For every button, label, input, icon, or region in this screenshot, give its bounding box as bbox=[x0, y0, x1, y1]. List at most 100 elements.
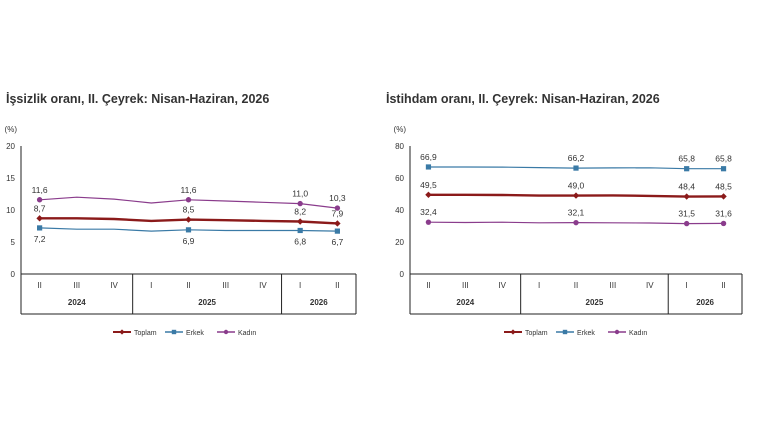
data-label: 11,6 bbox=[32, 185, 48, 195]
year-group-label: 2025 bbox=[586, 298, 604, 307]
legend-label: Kadın bbox=[629, 330, 647, 337]
x-tick-label: II bbox=[721, 281, 725, 290]
data-label: 49,0 bbox=[568, 181, 585, 191]
y-tick-label: 0 bbox=[11, 270, 16, 279]
data-point bbox=[334, 220, 341, 227]
y-tick-label: 80 bbox=[395, 142, 404, 151]
data-label: 11,0 bbox=[292, 189, 308, 199]
employment-chart: İstihdam oranı, II. Çeyrek: Nisan-Hazira… bbox=[382, 88, 752, 338]
data-label: 6,7 bbox=[331, 237, 343, 247]
legend-label: Erkek bbox=[186, 330, 204, 337]
data-point bbox=[334, 228, 340, 234]
y-tick-label: 10 bbox=[6, 206, 15, 215]
year-group-label: 2026 bbox=[696, 298, 714, 307]
employment-chart-title: İstihdam oranı, II. Çeyrek: Nisan-Hazira… bbox=[386, 92, 660, 106]
y-tick-label: 20 bbox=[6, 142, 15, 151]
data-point bbox=[573, 165, 579, 171]
legend-label: Toplam bbox=[134, 330, 157, 337]
x-tick-label: III bbox=[610, 281, 617, 290]
legend-label: Erkek bbox=[577, 330, 595, 337]
year-group-label: 2024 bbox=[68, 298, 86, 307]
x-tick-label: IV bbox=[498, 281, 506, 290]
data-label: 11,6 bbox=[181, 185, 197, 195]
y-tick-label: 40 bbox=[395, 206, 404, 215]
x-tick-label: III bbox=[462, 281, 469, 290]
data-point bbox=[297, 227, 303, 234]
legend-marker bbox=[562, 329, 568, 335]
data-point bbox=[573, 219, 579, 226]
data-label: 7,9 bbox=[331, 208, 343, 218]
data-point bbox=[683, 193, 690, 200]
x-tick-label: I bbox=[538, 281, 540, 290]
data-label: 8,7 bbox=[34, 203, 46, 213]
data-point bbox=[425, 219, 432, 225]
data-point bbox=[683, 220, 690, 227]
unemployment-chart: İşsizlik oranı, II. Çeyrek: Nisan-Hazira… bbox=[2, 88, 372, 338]
data-point bbox=[572, 192, 580, 199]
x-tick-label: I bbox=[686, 281, 688, 290]
data-label: 48,4 bbox=[678, 182, 695, 192]
data-label: 32,4 bbox=[420, 207, 437, 217]
data-point bbox=[296, 218, 304, 225]
y-tick-label: 0 bbox=[400, 270, 405, 279]
legend-label: Toplam bbox=[525, 330, 548, 337]
y-unit-label: (%) bbox=[394, 125, 407, 134]
y-tick-label: 5 bbox=[11, 238, 16, 247]
x-tick-label: II bbox=[574, 281, 578, 290]
year-group-label: 2024 bbox=[456, 298, 474, 307]
data-point bbox=[684, 166, 690, 172]
data-label: 8,2 bbox=[294, 207, 306, 217]
data-label: 8,5 bbox=[183, 205, 195, 215]
y-tick-label: 60 bbox=[395, 174, 404, 183]
data-point bbox=[425, 191, 432, 198]
data-label: 10,3 bbox=[329, 193, 346, 203]
x-tick-label: III bbox=[73, 281, 80, 290]
legend-marker bbox=[223, 329, 229, 335]
data-point bbox=[185, 227, 192, 233]
data-label: 66,2 bbox=[568, 153, 585, 163]
x-tick-label: IV bbox=[259, 281, 267, 290]
data-label: 65,8 bbox=[715, 154, 732, 164]
x-tick-label: II bbox=[186, 281, 190, 290]
data-label: 6,8 bbox=[294, 236, 306, 246]
data-point bbox=[36, 215, 43, 222]
data-point bbox=[37, 225, 43, 231]
x-tick-label: IV bbox=[646, 281, 654, 290]
data-point bbox=[720, 166, 727, 172]
legend-label: Kadın bbox=[238, 330, 256, 337]
data-point bbox=[425, 164, 432, 170]
data-label: 31,6 bbox=[715, 208, 732, 218]
data-point bbox=[36, 197, 43, 203]
x-tick-label: III bbox=[222, 281, 229, 290]
year-group-label: 2026 bbox=[310, 298, 328, 307]
year-group-label: 2025 bbox=[198, 298, 216, 307]
legend-marker bbox=[510, 329, 516, 335]
x-tick-label: II bbox=[426, 281, 430, 290]
data-point bbox=[185, 197, 192, 203]
legend-marker bbox=[119, 329, 125, 335]
x-tick-label: IV bbox=[110, 281, 118, 290]
x-tick-label: I bbox=[150, 281, 152, 290]
data-label: 49,5 bbox=[420, 180, 437, 190]
x-tick-label: I bbox=[299, 281, 301, 290]
y-tick-label: 15 bbox=[6, 174, 15, 183]
legend-marker bbox=[614, 329, 620, 335]
x-tick-label: II bbox=[335, 281, 339, 290]
data-label: 32,1 bbox=[568, 208, 585, 218]
unemployment-chart-title: İşsizlik oranı, II. Çeyrek: Nisan-Hazira… bbox=[6, 92, 270, 106]
data-label: 31,5 bbox=[678, 209, 695, 219]
data-point bbox=[185, 216, 192, 223]
data-label: 7,2 bbox=[34, 234, 46, 244]
y-unit-label: (%) bbox=[5, 125, 18, 134]
data-point bbox=[297, 200, 303, 207]
data-point bbox=[720, 220, 727, 227]
data-point bbox=[720, 193, 727, 200]
y-tick-label: 20 bbox=[395, 238, 404, 247]
data-point bbox=[334, 205, 341, 211]
data-label: 48,5 bbox=[715, 181, 732, 191]
x-tick-label: II bbox=[37, 281, 41, 290]
data-label: 65,8 bbox=[678, 154, 695, 164]
data-label: 66,9 bbox=[420, 152, 437, 162]
